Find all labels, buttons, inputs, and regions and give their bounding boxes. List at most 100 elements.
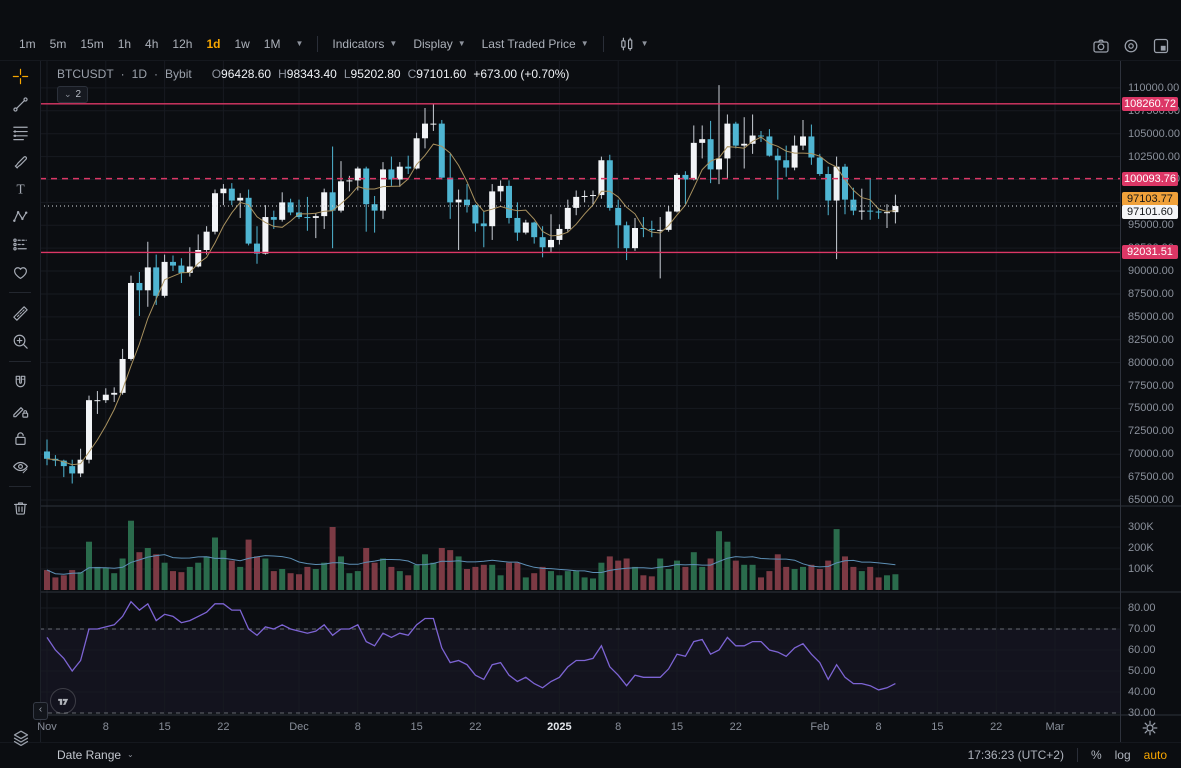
emoji-tool[interactable] [5, 258, 35, 286]
timeframe-15m[interactable]: 15m [73, 32, 110, 56]
chevron-down-icon: ▼ [295, 39, 304, 48]
time-tick-label: Mar [1045, 721, 1065, 733]
fib-retracement-icon [11, 123, 30, 142]
open-value: 96428.60 [221, 67, 272, 81]
axis-tick-label: 87500.00 [1128, 287, 1174, 300]
price-badge-orange: 97103.77 [1122, 192, 1178, 206]
time-tick-label: 22 [729, 721, 742, 733]
clock-timezone-button[interactable]: 17:36:23 (UTC+2) [967, 748, 1064, 762]
menu-display[interactable]: Display ▼ [405, 32, 473, 56]
timeframe-1w[interactable]: 1w [227, 32, 256, 56]
high-value: 98343.40 [286, 67, 337, 81]
chart-style-button[interactable]: ▼ [610, 30, 657, 58]
lock-all-tool[interactable] [5, 424, 35, 452]
remove-drawings-icon [11, 498, 30, 517]
brush-icon [11, 151, 30, 170]
brush-tool[interactable] [5, 146, 35, 174]
zoom-in-tool[interactable] [5, 327, 35, 355]
bottom-bar-divider [1076, 748, 1078, 762]
chart-legend: BTCUSDT · 1D · Bybit O96428.60 H98343.40… [57, 67, 569, 81]
forecast-tool[interactable] [5, 230, 35, 258]
xabcd-pattern-tool[interactable] [5, 202, 35, 230]
menu-indicators[interactable]: Indicators ▼ [324, 32, 405, 56]
crosshair-tool[interactable] [5, 62, 35, 90]
fib-retracement-tool[interactable] [5, 118, 35, 146]
timeframe-1d[interactable]: 1d [199, 32, 227, 56]
camera-icon[interactable] [1091, 36, 1111, 56]
toolbar-divider [602, 36, 604, 52]
axis-tick-label: 60.00 [1128, 644, 1156, 656]
legend-separator: · [120, 67, 125, 81]
collapse-pane-button[interactable]: ‹ [33, 702, 48, 720]
legend-collapse-button[interactable]: ⌄ 2 [57, 86, 89, 103]
chart-toolbar: 1m 5m 15m 1h 4h 12h 1d 1w 1M ▼ Indicators ▼ Displa… [0, 28, 1181, 60]
legend-interval: 1D [131, 67, 148, 81]
target-icon[interactable] [1121, 36, 1141, 56]
axis-tick-label: 50.00 [1128, 665, 1156, 677]
timeframe-1m[interactable]: 1m [12, 32, 43, 56]
text-tool[interactable]: T [5, 174, 35, 202]
price-badge-pink: 108260.72 [1122, 96, 1178, 111]
toolbar-divider [317, 36, 319, 52]
close-value: 97101.60 [416, 67, 467, 81]
axis-tick-label: 102500.00 [1128, 150, 1180, 163]
price-scale[interactable]: 110000.00107500.00105000.00102500.001000… [1121, 60, 1181, 742]
price-badge-pink: 92031.51 [1122, 245, 1178, 260]
percent-scale-button[interactable]: % [1090, 748, 1102, 762]
price-badge-pink: 100093.76 [1122, 171, 1178, 186]
ruler-tool[interactable] [5, 299, 35, 327]
timeframe-5m[interactable]: 5m [43, 32, 74, 56]
axis-tick-label: 300K [1128, 521, 1154, 533]
time-scale[interactable]: Nov 8 15 22 Dec 8 15 22 2025 8 15 22 Feb 8 15 22 Mar [37, 716, 1121, 742]
time-tick-label: 22 [469, 721, 482, 733]
date-range-button[interactable]: Date Range ⌄ [57, 748, 134, 762]
axis-tick-label: 80.00 [1128, 602, 1156, 614]
time-tick-label: 15 [158, 721, 171, 733]
axis-tick-label: 105000.00 [1128, 127, 1180, 140]
auto-scale-button[interactable]: auto [1143, 748, 1167, 762]
toolbar-menus: Indicators ▼ Display ▼ Last Traded Price ▼ [324, 32, 596, 56]
menu-last-traded-price[interactable]: Last Traded Price ▼ [474, 32, 597, 56]
layout-icon[interactable] [1151, 36, 1171, 56]
magnet-tool[interactable] [5, 368, 35, 396]
timeframe-12h[interactable]: 12h [165, 32, 199, 56]
timeframe-group: 1m 5m 15m 1h 4h 12h 1d 1w 1M [12, 32, 287, 56]
draw-lock-tool[interactable] [5, 396, 35, 424]
date-range-label: Date Range [57, 748, 122, 762]
time-tick-label: 15 [670, 721, 684, 733]
legend-separator: · [154, 67, 159, 81]
time-tick-label: Feb [810, 721, 830, 733]
axis-tick-label: 80000.00 [1128, 356, 1174, 369]
log-scale-button[interactable]: log [1114, 748, 1131, 762]
svg-text:T: T [16, 181, 24, 196]
chevron-down-icon: ▼ [389, 39, 398, 48]
axis-tick-label: 75000.00 [1128, 402, 1174, 415]
timeframe-more-button[interactable]: ▼ [287, 35, 311, 53]
time-tick-label: 15 [410, 721, 423, 733]
gear-icon[interactable] [1140, 718, 1160, 738]
axis-tick-label: 85000.00 [1128, 310, 1174, 323]
chevron-down-icon: ⌄ [127, 750, 134, 759]
legend-exchange: Bybit [165, 67, 192, 81]
object-tree-icon[interactable] [11, 728, 31, 748]
bottom-bar: Date Range ⌄ 17:36:23 (UTC+2) % log auto [0, 742, 1181, 768]
legend-symbol: BTCUSDT [57, 67, 114, 81]
remove-drawings-tool[interactable] [5, 493, 35, 521]
axis-tick-label: 65000.00 [1128, 494, 1174, 506]
lock-all-icon [11, 429, 30, 448]
hide-drawings-tool[interactable] [5, 452, 35, 480]
hidden-indicator-count: 2 [75, 89, 82, 100]
chevron-down-icon: ▼ [640, 39, 649, 48]
time-tick-label: 8 [615, 721, 622, 733]
axis-tick-label: 67500.00 [1128, 471, 1174, 484]
trend-line-tool[interactable] [5, 90, 35, 118]
timeframe-4h[interactable]: 4h [138, 32, 165, 56]
zoom-in-icon [11, 332, 30, 351]
crosshair-icon [11, 67, 30, 86]
time-tick-label: 8 [354, 721, 361, 733]
timeframe-1M[interactable]: 1M [257, 32, 288, 56]
time-tick-label: Nov [37, 721, 57, 733]
timeframe-1h[interactable]: 1h [111, 32, 138, 56]
